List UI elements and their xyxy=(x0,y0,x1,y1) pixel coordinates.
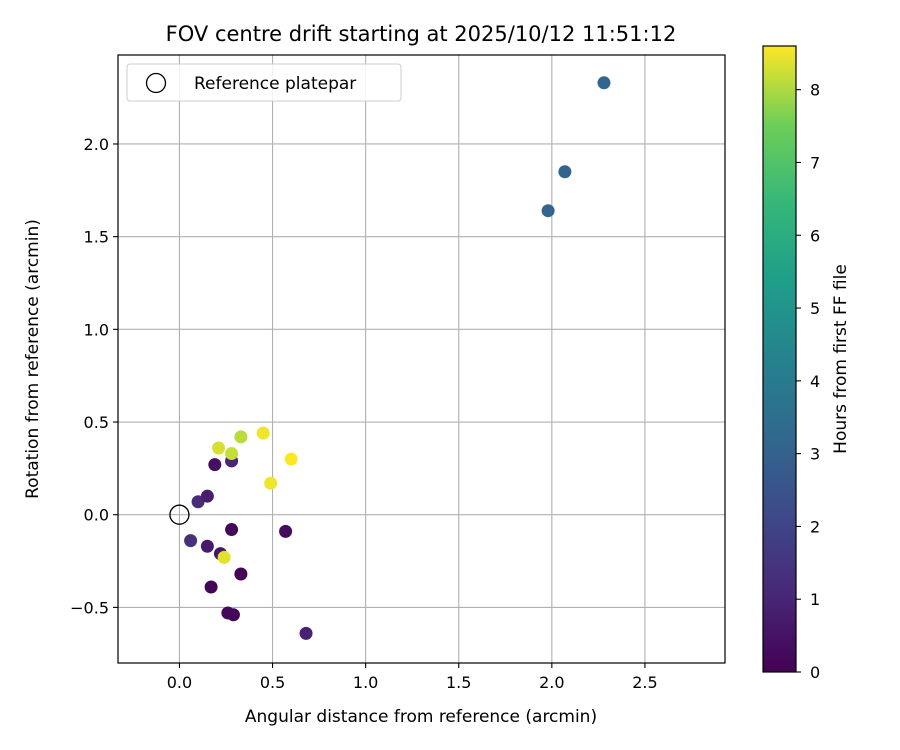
x-axis-ticks: 0.0 0.5 1.0 1.5 2.0 2.5 xyxy=(167,663,658,692)
x-tick-label: 2.0 xyxy=(539,673,564,692)
x-tick-label: 0.0 xyxy=(167,673,192,692)
plot-area-frame xyxy=(117,54,726,664)
data-point xyxy=(256,426,270,440)
reference-marker-layer xyxy=(169,504,190,525)
data-point xyxy=(284,452,298,466)
grid-lines xyxy=(118,55,725,663)
colorbar-tick-label: 4 xyxy=(810,372,820,391)
colorbar-tick-label: 7 xyxy=(810,153,820,172)
colorbar-tick-label: 6 xyxy=(810,226,820,245)
legend-label-reference: Reference platepar xyxy=(194,74,356,94)
data-point xyxy=(200,539,214,553)
reference-platepar-marker xyxy=(169,504,190,525)
data-point xyxy=(558,165,572,179)
legend-reference-marker xyxy=(145,72,167,94)
y-axis-label: Rotation from reference (arcmin) xyxy=(23,219,43,499)
colorbar-tick-label: 8 xyxy=(810,81,820,100)
data-point xyxy=(234,430,248,444)
y-tick-label: 0.5 xyxy=(84,413,109,432)
data-point xyxy=(212,441,226,455)
y-tick-label: 0.0 xyxy=(84,506,109,525)
data-point xyxy=(184,534,198,548)
colorbar-tick-label: 2 xyxy=(810,517,820,536)
y-tick-label: −0.5 xyxy=(70,598,109,617)
legend: Reference platepar xyxy=(126,63,402,102)
x-tick-label: 1.5 xyxy=(446,673,471,692)
chart-title: FOV centre drift starting at 2025/10/12 … xyxy=(166,22,677,46)
data-point xyxy=(225,447,239,461)
colorbar-tick-label: 5 xyxy=(810,299,820,318)
y-tick-label: 1.5 xyxy=(84,228,109,247)
colorbar: 0 1 2 3 4 5 6 7 8 Hours from first FF file xyxy=(762,45,851,682)
legend-box xyxy=(126,63,402,102)
x-tick-label: 0.5 xyxy=(260,673,285,692)
data-point xyxy=(225,523,239,537)
y-axis-ticks: −0.5 0.0 0.5 1.0 1.5 2.0 xyxy=(70,135,118,617)
data-point xyxy=(204,580,218,594)
x-tick-label: 2.5 xyxy=(632,673,657,692)
data-point xyxy=(208,458,222,472)
y-tick-label: 1.0 xyxy=(84,320,109,339)
colorbar-tick-label: 0 xyxy=(810,663,820,682)
data-points xyxy=(184,76,611,640)
data-point xyxy=(200,489,214,503)
x-tick-label: 1.0 xyxy=(353,673,378,692)
data-point xyxy=(597,76,611,90)
colorbar-gradient xyxy=(762,45,797,673)
data-point xyxy=(221,606,235,620)
x-axis-label: Angular distance from reference (arcmin) xyxy=(245,707,597,727)
data-point xyxy=(279,524,293,538)
colorbar-tick-label: 3 xyxy=(810,445,820,464)
data-point xyxy=(217,550,231,564)
data-point xyxy=(541,204,555,218)
data-point xyxy=(264,476,278,490)
data-point xyxy=(234,567,248,581)
data-point xyxy=(299,626,313,640)
colorbar-tick-label: 1 xyxy=(810,590,820,609)
y-tick-label: 2.0 xyxy=(84,135,109,154)
colorbar-label: Hours from first FF file xyxy=(831,264,851,454)
colorbar-ticks: 0 1 2 3 4 5 6 7 8 xyxy=(796,81,820,682)
